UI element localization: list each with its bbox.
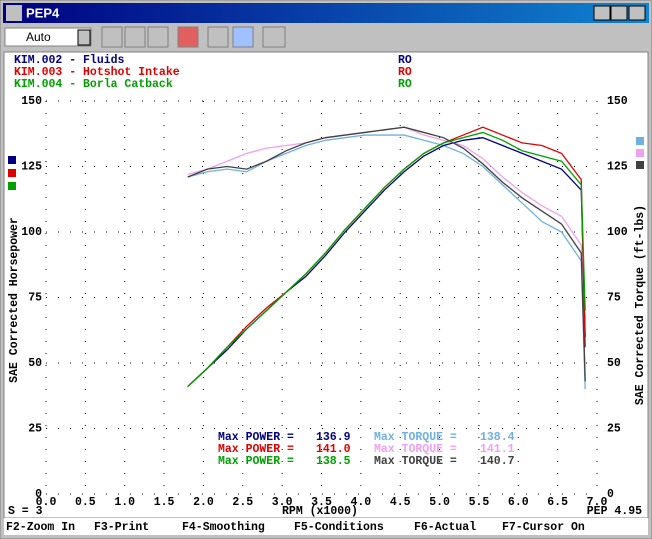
max-power-label: Max POWER = bbox=[218, 431, 294, 444]
x-tick-label: 5.0 bbox=[429, 496, 450, 509]
power-line bbox=[187, 131, 586, 388]
tool-button[interactable] bbox=[101, 26, 123, 48]
dropdown-value: Auto bbox=[26, 30, 51, 44]
max-torque-label: Max TORQUE = bbox=[374, 443, 457, 456]
y-tick-label: 150 bbox=[21, 95, 42, 108]
minimize-button[interactable] bbox=[593, 5, 611, 21]
tool-button[interactable] bbox=[232, 26, 254, 48]
x-tick-label: 0.5 bbox=[75, 496, 96, 509]
x-tick-label: 6.5 bbox=[547, 496, 568, 509]
legend-code: RO bbox=[398, 54, 412, 67]
y2-tick-label: 50 bbox=[607, 357, 621, 370]
tool-button[interactable] bbox=[207, 26, 229, 48]
tool-button[interactable] bbox=[124, 26, 146, 48]
x-tick-label: 7.0 bbox=[587, 496, 608, 509]
legend-swatch bbox=[8, 156, 16, 164]
legend-code: RO bbox=[398, 78, 412, 91]
dropdown[interactable] bbox=[4, 27, 92, 47]
max-torque-value: 138.4 bbox=[480, 431, 515, 444]
max-torque-value: 141.1 bbox=[480, 443, 515, 456]
function-key: F2-Zoom In bbox=[6, 521, 75, 534]
tool-button[interactable] bbox=[147, 26, 169, 48]
toolbar bbox=[101, 26, 286, 48]
legend-swatch bbox=[636, 137, 644, 145]
y2-tick-label: 100 bbox=[607, 226, 628, 239]
plot: 0.0 0.5 1.0 1.5 2.0 2.5 3.0 3.5 4.0 4.5 5.0 5.5 6.0 6… bbox=[8, 54, 647, 518]
torque-line bbox=[187, 126, 586, 382]
x-tick-label: 2.5 bbox=[232, 496, 253, 509]
max-power-value: 136.9 bbox=[316, 431, 351, 444]
function-bar bbox=[4, 518, 648, 535]
x-tick-label: 4.0 bbox=[350, 496, 371, 509]
x-tick-label: 3.5 bbox=[311, 496, 332, 509]
y-tick-label: 75 bbox=[28, 292, 42, 305]
max-torque-value: 140.7 bbox=[480, 455, 515, 468]
y2-tick-label: 0 bbox=[607, 488, 614, 501]
y-tick-label: 100 bbox=[21, 226, 42, 239]
function-key: F5-Conditions bbox=[294, 521, 384, 534]
chart-area bbox=[3, 51, 649, 519]
y2-tick-label: 25 bbox=[607, 423, 621, 436]
y-axis-title: SAE Corrected Horsepower bbox=[8, 217, 21, 383]
x-tick-label: 3.0 bbox=[272, 496, 293, 509]
y2-tick-label: 75 bbox=[607, 292, 621, 305]
status-left: S = 3 bbox=[8, 505, 43, 518]
x-tick-label: 1.5 bbox=[154, 496, 175, 509]
legend-swatch bbox=[636, 161, 644, 169]
y2-tick-label: 125 bbox=[607, 161, 628, 174]
legend-swatch bbox=[8, 182, 16, 190]
max-power-value: 141.0 bbox=[316, 443, 351, 456]
max-torque-label: Max TORQUE = bbox=[374, 431, 457, 444]
max-power-label: Max POWER = bbox=[218, 443, 294, 456]
y2-tick-label: 150 bbox=[607, 95, 628, 108]
y-tick-label: 50 bbox=[28, 357, 42, 370]
legend-swatch bbox=[636, 149, 644, 157]
y2-axis-title: SAE Corrected Torque (ft-lbs) bbox=[634, 205, 647, 405]
function-key: F7-Cursor On bbox=[502, 521, 585, 534]
torque-line bbox=[187, 134, 586, 390]
x-axis-title: RPM (x1000) bbox=[282, 505, 358, 518]
legend-entry: KIM.003 - Hotshot Intake bbox=[14, 66, 180, 79]
x-tick-label: 0.0 bbox=[36, 496, 57, 509]
max-power-value: 138.5 bbox=[316, 455, 351, 468]
legend-code: RO bbox=[398, 66, 412, 79]
window-title: PEP4 bbox=[26, 5, 60, 20]
legend-entry: KIM.002 - Fluids bbox=[14, 54, 125, 67]
y-tick-label: 0 bbox=[35, 488, 42, 501]
x-tick-label: 5.5 bbox=[469, 496, 490, 509]
max-power-label: Max POWER = bbox=[218, 455, 294, 468]
x-tick-label: 2.0 bbox=[193, 496, 214, 509]
y-tick-label: 25 bbox=[28, 423, 42, 436]
function-key: F6-Actual bbox=[414, 521, 476, 534]
legend-swatch bbox=[8, 169, 16, 177]
title-bar bbox=[3, 3, 649, 23]
function-key: F4-Smoothing bbox=[182, 521, 265, 534]
status-right: PEP 4.95 bbox=[587, 505, 642, 518]
function-key: F3-Print bbox=[94, 521, 149, 534]
legend-entry: KIM.004 - Borla Catback bbox=[14, 78, 173, 91]
tool-button[interactable] bbox=[177, 26, 199, 48]
x-tick-label: 4.5 bbox=[390, 496, 411, 509]
x-tick-label: 1.0 bbox=[114, 496, 135, 509]
app-icon bbox=[6, 5, 22, 21]
close-button[interactable] bbox=[628, 5, 646, 21]
max-torque-label: Max TORQUE = bbox=[374, 455, 457, 468]
y-tick-label: 125 bbox=[21, 161, 42, 174]
tool-button[interactable] bbox=[262, 26, 286, 48]
x-tick-label: 6.0 bbox=[508, 496, 529, 509]
dropdown-arrow[interactable] bbox=[77, 29, 91, 46]
maximize-button[interactable] bbox=[610, 5, 628, 21]
